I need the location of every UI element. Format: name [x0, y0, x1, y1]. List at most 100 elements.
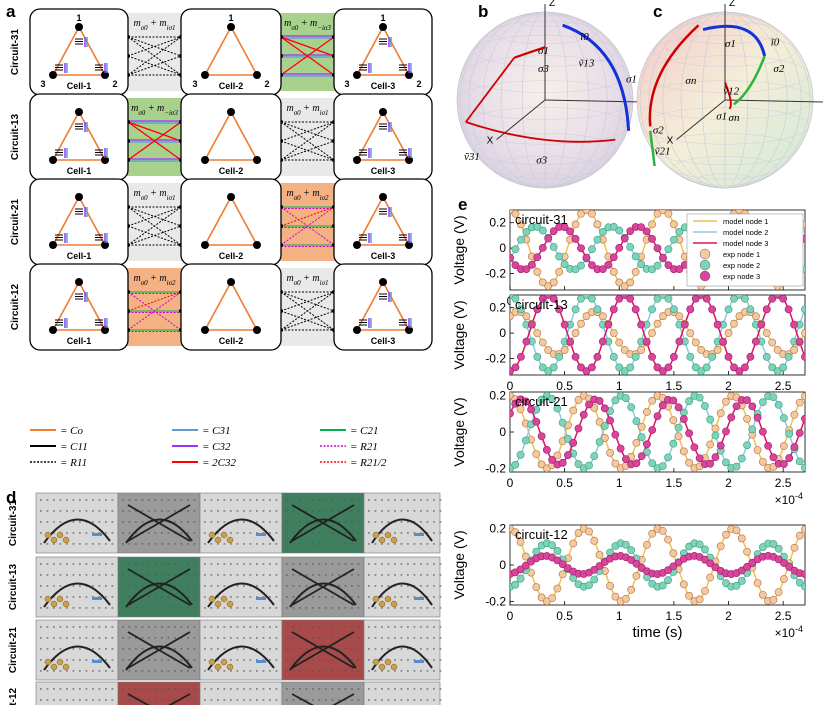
exp-marker	[801, 414, 805, 423]
exp-marker	[510, 409, 514, 418]
exp-marker	[758, 427, 767, 436]
exp-marker	[719, 337, 727, 346]
exp-marker	[643, 448, 651, 457]
cell-box: Cell-2	[180, 178, 282, 266]
exp-marker	[716, 441, 725, 450]
exp-marker	[517, 305, 525, 314]
x-tick-label: 2.5	[775, 379, 792, 393]
exp-marker	[510, 253, 514, 262]
exp-marker	[598, 337, 607, 346]
exp-marker	[637, 422, 646, 431]
exp-marker	[653, 412, 662, 420]
exp-marker	[577, 244, 585, 253]
exp-marker	[631, 267, 640, 276]
exp-marker	[553, 584, 562, 593]
exp-marker	[549, 363, 558, 372]
exp-marker	[588, 261, 596, 270]
exp-marker	[768, 338, 777, 347]
circuit-row-label: Circuit-21	[10, 199, 21, 246]
exp-marker	[730, 363, 738, 372]
exp-marker	[643, 440, 651, 449]
exp-marker	[517, 235, 525, 244]
y-tick-label: 0	[499, 425, 506, 439]
exp-marker	[553, 556, 562, 565]
exp-marker	[615, 363, 624, 372]
exp-marker	[784, 305, 793, 314]
sphere-label: σ3	[536, 154, 547, 166]
exp-marker	[585, 400, 593, 409]
exp-marker	[544, 367, 553, 375]
exp-marker	[621, 455, 630, 464]
panel-label-d: d	[6, 488, 17, 507]
x-tick-label: 1	[616, 609, 623, 623]
legend-entry: = C11	[30, 441, 88, 453]
exp-marker	[549, 243, 558, 251]
cell-box: Cell-1	[29, 93, 129, 181]
exp-marker	[643, 540, 651, 549]
axis-label: X	[667, 136, 674, 147]
exp-marker	[653, 244, 662, 253]
legend-label: model node 2	[723, 228, 768, 237]
exp-marker	[538, 295, 547, 303]
exp-marker	[621, 594, 630, 603]
exp-marker	[737, 534, 746, 543]
exp-marker	[679, 580, 688, 589]
exp-marker	[722, 397, 730, 406]
legend-label: exp node 1	[723, 250, 760, 259]
x-tick-label: 1	[616, 476, 623, 490]
exp-marker	[555, 252, 564, 261]
exp-marker	[511, 363, 520, 372]
exp-marker	[769, 453, 778, 462]
photo-row-label: Circuit-12	[8, 688, 19, 705]
exp-marker	[516, 574, 525, 583]
coupling-link: mσ0 + miσ1	[275, 98, 340, 176]
exp-marker	[611, 396, 620, 405]
exp-marker	[577, 261, 585, 270]
exp-marker	[631, 252, 640, 261]
circuit-schematic-panel: Circuit-31 mσ0 + miσ1 mσ0 + m−iσ3 1 3 2 Cell-1…	[10, 8, 433, 469]
exp-marker	[669, 220, 678, 229]
exp-marker	[611, 592, 620, 601]
exp-marker	[695, 540, 704, 549]
exp-marker	[549, 227, 558, 235]
exp-marker	[590, 536, 599, 545]
exp-marker	[686, 329, 695, 338]
exp-marker	[722, 530, 730, 539]
exp-marker	[510, 295, 514, 299]
exp-marker	[675, 312, 684, 321]
cell-label: Cell-2	[219, 251, 244, 261]
cell-box: Cell-3	[333, 178, 433, 266]
coupling-link: mσ0 + miσ1	[275, 268, 340, 346]
y-tick-label: 0	[499, 558, 506, 572]
exp-marker	[511, 399, 520, 408]
exp-marker	[774, 588, 783, 597]
x-tick-label: 2.5	[775, 476, 792, 490]
exp-marker	[558, 560, 567, 569]
exp-marker	[658, 581, 667, 590]
sphere-label: σn	[729, 112, 740, 124]
exp-marker	[769, 540, 778, 548]
exp-marker	[711, 453, 720, 462]
circuit-row: Circuit-21 mσ0 + miσ1 mσ0 + miσ2 Cell-1 Cell…	[10, 178, 433, 266]
exp-marker	[532, 450, 541, 459]
exp-marker	[637, 320, 646, 329]
circuit-row-label: Circuit-31	[10, 29, 21, 76]
y-tick-label: -0.2	[485, 266, 506, 280]
link-label: mσ0 + miσ1	[286, 103, 328, 117]
breadboard	[199, 619, 283, 681]
exp-marker	[532, 417, 541, 426]
x-tick-label: 0.5	[556, 609, 573, 623]
legend-entry: = 2C32	[172, 457, 237, 469]
cell-label: Cell-1	[67, 251, 92, 261]
exp-marker	[730, 295, 738, 303]
exp-marker	[762, 329, 771, 338]
exp-marker	[779, 363, 788, 372]
exp-marker	[527, 260, 536, 269]
exp-marker	[774, 544, 783, 553]
x-tick-label: 2	[725, 476, 732, 490]
exp-marker	[522, 228, 531, 236]
exp-marker	[653, 295, 662, 303]
exp-marker	[706, 415, 715, 424]
